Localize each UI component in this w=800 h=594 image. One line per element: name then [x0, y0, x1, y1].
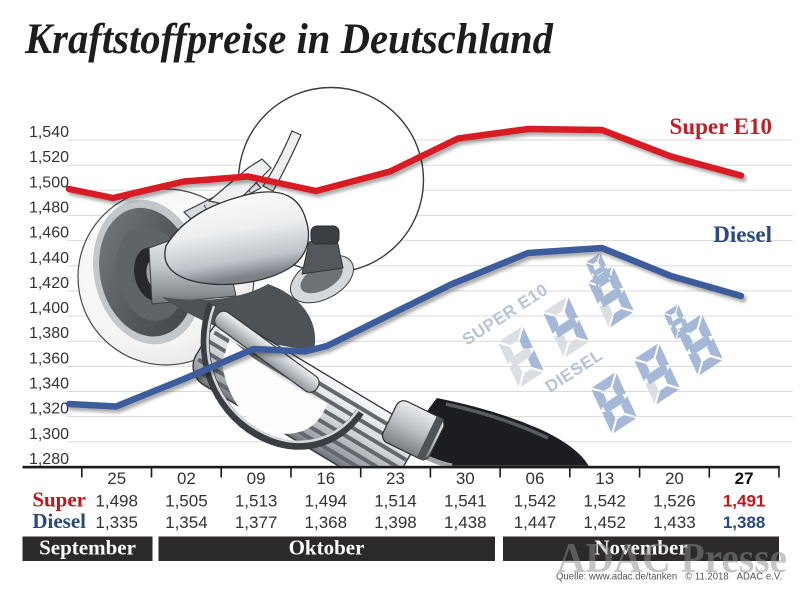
svg-text:Oktober: Oktober [289, 536, 365, 560]
svg-text:20: 20 [665, 469, 684, 488]
svg-text:1,438: 1,438 [444, 513, 487, 532]
svg-text:1,447: 1,447 [514, 513, 557, 532]
svg-text:Quelle: www.adac.de/tanken ©: Quelle: www.adac.de/tanken © 11.2018 ADA… [556, 571, 782, 583]
svg-text:1,400: 1,400 [29, 300, 69, 317]
svg-text:1,541: 1,541 [444, 492, 487, 511]
svg-text:23: 23 [386, 469, 405, 488]
svg-text:1,513: 1,513 [235, 492, 278, 511]
svg-text:Diesel: Diesel [32, 509, 86, 533]
svg-text:1,280: 1,280 [29, 451, 69, 468]
svg-text:30: 30 [456, 469, 475, 488]
svg-text:1,300: 1,300 [29, 426, 69, 443]
svg-text:Super: Super [32, 488, 86, 512]
svg-text:09: 09 [247, 469, 266, 488]
svg-text:1,335: 1,335 [95, 513, 138, 532]
svg-text:November: November [594, 536, 687, 560]
svg-text:1,360: 1,360 [29, 350, 69, 367]
svg-text:13: 13 [595, 469, 614, 488]
svg-text:25: 25 [107, 469, 126, 488]
svg-text:1,340: 1,340 [29, 376, 69, 393]
svg-text:1,368: 1,368 [305, 513, 348, 532]
svg-text:1,354: 1,354 [165, 513, 208, 532]
svg-text:1,452: 1,452 [583, 513, 626, 532]
svg-text:1,491: 1,491 [723, 492, 766, 511]
svg-text:1,398: 1,398 [374, 513, 417, 532]
svg-text:Super E10: Super E10 [670, 114, 772, 139]
svg-text:Diesel: Diesel [713, 222, 772, 247]
svg-text:1,380: 1,380 [29, 325, 69, 342]
svg-text:1,420: 1,420 [29, 275, 69, 292]
svg-text:16: 16 [316, 469, 335, 488]
svg-text:1,433: 1,433 [653, 513, 696, 532]
svg-text:September: September [39, 536, 136, 560]
svg-text:ADAC Presse: ADAC Presse [557, 536, 787, 582]
svg-text:1,540: 1,540 [29, 124, 69, 141]
svg-text:27: 27 [735, 469, 754, 488]
svg-text:06: 06 [526, 469, 545, 488]
svg-text:1,526: 1,526 [653, 492, 696, 511]
svg-text:1,320: 1,320 [29, 401, 69, 418]
svg-text:1,498: 1,498 [95, 492, 138, 511]
svg-text:1,460: 1,460 [29, 225, 69, 242]
svg-text:1,494: 1,494 [305, 492, 348, 511]
svg-text:1,520: 1,520 [29, 149, 69, 166]
svg-text:1,500: 1,500 [29, 174, 69, 191]
svg-text:02: 02 [177, 469, 196, 488]
svg-text:1,514: 1,514 [374, 492, 417, 511]
svg-text:1,480: 1,480 [29, 199, 69, 216]
svg-text:1,388: 1,388 [723, 513, 766, 532]
svg-text:1,542: 1,542 [583, 492, 626, 511]
svg-text:1,542: 1,542 [514, 492, 557, 511]
svg-text:1,440: 1,440 [29, 250, 69, 267]
svg-text:1,505: 1,505 [165, 492, 208, 511]
svg-text:Kraftstoffpreise in Deutschlan: Kraftstoffpreise in Deutschland [24, 16, 554, 63]
svg-text:1,377: 1,377 [235, 513, 278, 532]
